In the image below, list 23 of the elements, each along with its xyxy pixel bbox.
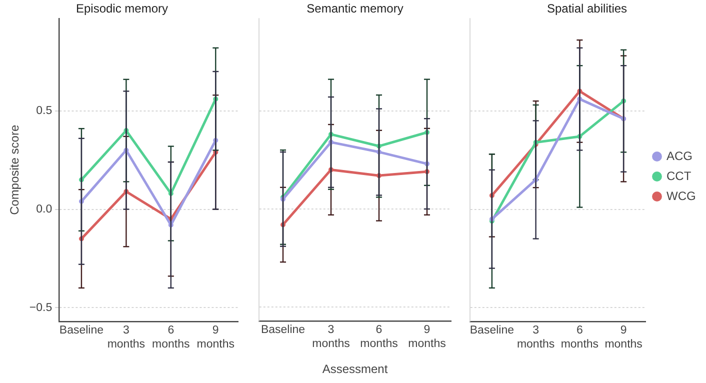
x-tick-label: 6 months: [360, 324, 398, 350]
x-tick-label: 6 months: [152, 324, 190, 350]
chart-title: Semantic memory: [306, 2, 404, 16]
x-tick-label: 3 months: [107, 324, 146, 350]
legend-label: ACG: [666, 148, 693, 163]
x-tick-label: 3 months: [312, 324, 350, 350]
x-tick-label: 9 months: [604, 324, 643, 350]
x-axis-title: Assessment: [322, 362, 388, 376]
x-tick-label: Baseline: [260, 324, 306, 336]
y-axis-title: Composite score: [8, 124, 22, 215]
x-tick-label: 9 months: [196, 324, 235, 350]
chart-title: Episodic memory: [76, 2, 168, 16]
chart-title: Spatial abilities: [546, 2, 628, 16]
y-tick-label: 0.0: [36, 203, 52, 216]
x-tick-label: 6 months: [560, 324, 599, 350]
x-tick-label: 3 months: [516, 324, 555, 350]
legend-label: CCT: [666, 168, 692, 183]
x-tick-label: Baseline: [470, 324, 514, 336]
legend-label: WCG: [666, 188, 696, 203]
x-tick-label: 9 months: [408, 324, 446, 350]
y-tick-label: 0.5: [36, 105, 52, 118]
x-tick-label: Baseline: [59, 324, 104, 336]
y-tick-label: −0.5: [29, 302, 52, 314]
